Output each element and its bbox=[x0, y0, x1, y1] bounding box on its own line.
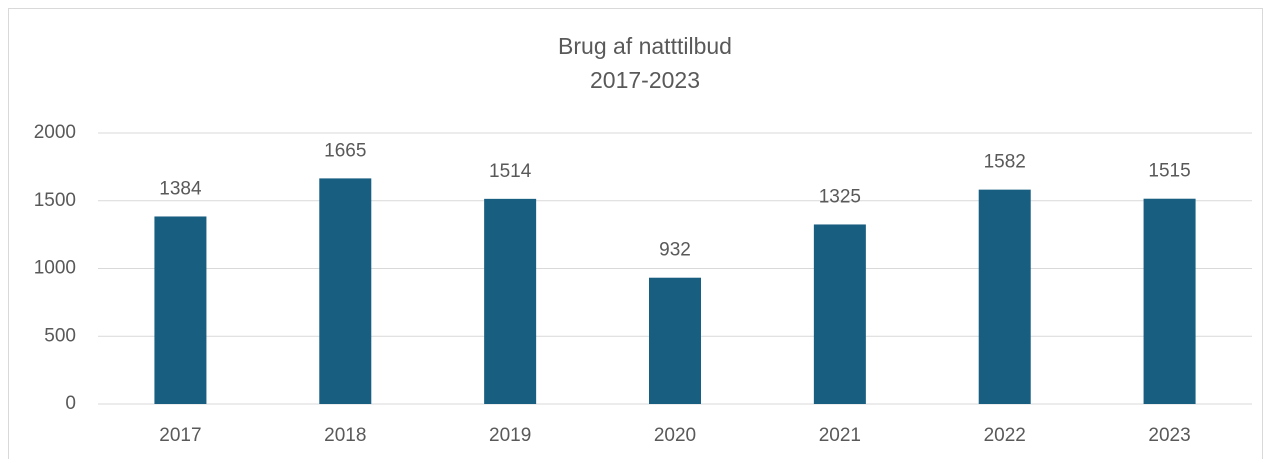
x-tick-label: 2019 bbox=[489, 425, 531, 446]
data-label: 1514 bbox=[489, 161, 532, 182]
x-tick-label: 2023 bbox=[1148, 425, 1190, 446]
bar bbox=[978, 189, 1031, 404]
data-label: 1582 bbox=[984, 152, 1026, 173]
data-label: 1384 bbox=[159, 178, 202, 199]
x-tick-label: 2018 bbox=[324, 425, 366, 446]
chart-subtitle: 2017-2023 bbox=[590, 67, 700, 93]
chart-frame bbox=[8, 8, 1263, 459]
y-tick-label: 2000 bbox=[34, 122, 76, 143]
bar bbox=[1143, 198, 1196, 404]
y-tick-label: 1000 bbox=[34, 258, 76, 279]
bar bbox=[319, 178, 372, 404]
x-tick-label: 2021 bbox=[819, 425, 861, 446]
data-label: 1325 bbox=[819, 186, 861, 207]
data-label: 1665 bbox=[324, 140, 366, 161]
data-label: 1515 bbox=[1148, 161, 1190, 182]
bar bbox=[484, 198, 537, 404]
x-tick-label: 2020 bbox=[654, 425, 696, 446]
y-tick-label: 0 bbox=[65, 393, 76, 414]
x-tick-label: 2022 bbox=[984, 425, 1026, 446]
y-tick-label: 1500 bbox=[34, 190, 76, 211]
bar bbox=[154, 216, 207, 404]
chart-title: Brug af natttilbud bbox=[558, 33, 732, 59]
bar bbox=[813, 224, 866, 404]
bar bbox=[649, 277, 701, 404]
y-tick-label: 500 bbox=[44, 325, 76, 346]
x-tick-label: 2017 bbox=[159, 425, 201, 446]
data-label: 932 bbox=[659, 240, 691, 261]
